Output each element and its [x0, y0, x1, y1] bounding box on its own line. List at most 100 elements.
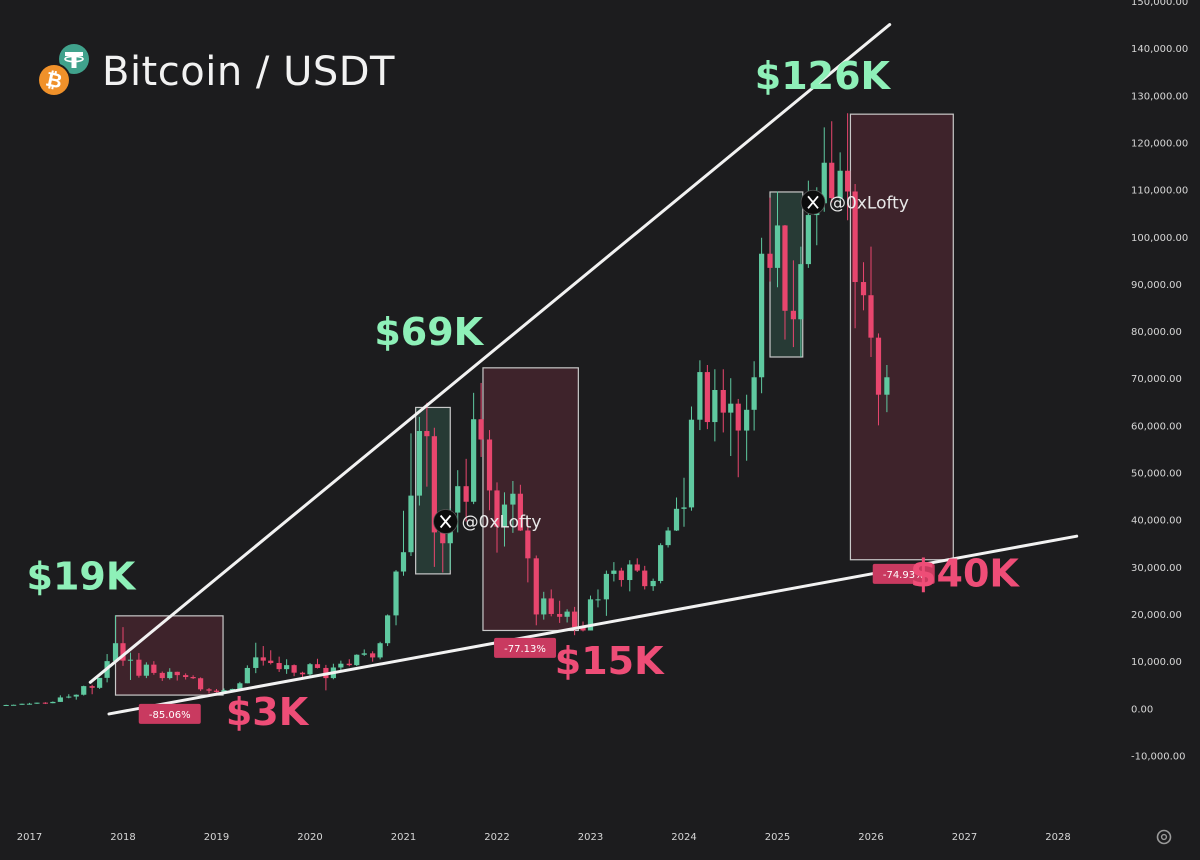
candle-body: [517, 493, 523, 531]
candle-body: [557, 613, 563, 617]
y-tick-label: 70,000.00: [1131, 374, 1182, 385]
candle-body: [307, 664, 313, 675]
chart-title: Bitcoin / USDT: [102, 49, 395, 95]
highlight-boxes: [114, 113, 954, 696]
x-logo-glyph: [439, 514, 452, 529]
candle-body: [81, 686, 87, 695]
candle-body: [174, 671, 180, 676]
y-tick-label: 0.00: [1131, 704, 1153, 715]
settings-gear-icon[interactable]: [1155, 828, 1173, 846]
candle-body: [338, 663, 344, 668]
x-tick-label: 2020: [297, 832, 322, 843]
candle-body: [852, 191, 858, 283]
candle-body: [478, 419, 484, 440]
price-label: $69K: [374, 310, 484, 354]
candle-body: [190, 677, 196, 679]
y-tick-label: 150,000.00: [1131, 0, 1188, 8]
candle-body: [346, 663, 352, 666]
svg-text:₿: ₿: [44, 67, 65, 94]
candle-body: [868, 295, 874, 338]
candle-body: [751, 377, 757, 410]
candle-body: [463, 486, 469, 502]
candle-body: [673, 508, 680, 531]
candle-body: [821, 162, 827, 204]
candle-body: [42, 702, 48, 704]
candle-body: [198, 678, 204, 690]
x-logo-glyph: [807, 195, 819, 209]
price-label: $19K: [27, 554, 137, 598]
candle-body: [688, 419, 695, 508]
x-tick-label: 2021: [391, 832, 416, 843]
price-label: $126K: [755, 54, 892, 98]
candle-body: [525, 530, 531, 559]
y-tick-label: 110,000.00: [1131, 186, 1188, 197]
candle-body: [354, 654, 360, 666]
candle-body: [112, 643, 119, 662]
bitcoin-icon: ₿: [37, 63, 71, 97]
candle-body: [611, 570, 617, 574]
candle-body: [829, 162, 835, 199]
candle-body: [183, 675, 189, 678]
x-tick-label: 2024: [671, 832, 696, 843]
candle-body: [510, 493, 516, 505]
candle-body: [97, 677, 103, 688]
y-tick-label: 130,000.00: [1131, 91, 1188, 102]
x-tick-label: 2027: [952, 832, 977, 843]
percent-tags: -85.06% -77.13% -74.93%: [138, 563, 935, 724]
candle-body: [19, 703, 25, 705]
candle-body: [276, 663, 282, 670]
percent-tag-bg: [494, 637, 557, 658]
candle-body: [167, 671, 173, 679]
candle-body: [431, 436, 437, 533]
candle-body: [548, 598, 554, 614]
y-tick-label: 20,000.00: [1131, 610, 1182, 621]
tether-icon: [59, 44, 89, 74]
percent-tag-bg: [138, 703, 201, 724]
candle-body: [712, 390, 718, 423]
candle-body: [627, 564, 633, 581]
candle-body: [385, 615, 391, 644]
pair-logo: ₿: [36, 44, 100, 100]
candle-body: [798, 264, 804, 320]
candle-body: [650, 580, 656, 587]
candle-body: [728, 403, 734, 413]
candle-body: [837, 170, 843, 199]
candle-body: [767, 253, 773, 268]
candle-body: [845, 170, 851, 192]
candle-body: [782, 225, 788, 311]
y-tick-label: 30,000.00: [1131, 563, 1182, 574]
watermark-handle: @0xLofty: [829, 193, 909, 213]
candle-body: [533, 558, 539, 615]
x-tick-label: 2023: [578, 832, 603, 843]
candle-body: [291, 665, 297, 673]
percent-tag: -85.06%: [149, 710, 191, 721]
price-label: $3K: [226, 690, 310, 734]
candle-body: [580, 627, 586, 631]
candle-body: [744, 409, 750, 431]
y-tick-label: 120,000.00: [1131, 138, 1188, 149]
candle-body: [884, 377, 890, 395]
highlight-box: [114, 615, 224, 696]
candle-body: [213, 690, 220, 692]
candle-body: [120, 643, 126, 661]
chart-header: ₿ Bitcoin / USDT: [36, 44, 395, 100]
y-tick-label: 90,000.00: [1131, 280, 1182, 291]
trendline-upper: [88, 23, 892, 684]
candle-body: [494, 490, 500, 527]
candle-body: [658, 545, 664, 581]
candle-body: [642, 570, 648, 587]
candle-body: [206, 689, 212, 691]
candle-body: [393, 571, 399, 616]
candle-body: [541, 598, 547, 615]
percent-tag: -74.93%: [883, 570, 925, 581]
candle-body: [759, 253, 765, 378]
candle-body: [73, 694, 79, 697]
candle-body: [440, 532, 446, 544]
candle-body: [151, 664, 157, 673]
candle-body: [370, 653, 376, 658]
x-tick-label: 2019: [204, 832, 229, 843]
candle-body: [268, 660, 274, 664]
highlight-box: [849, 113, 954, 561]
